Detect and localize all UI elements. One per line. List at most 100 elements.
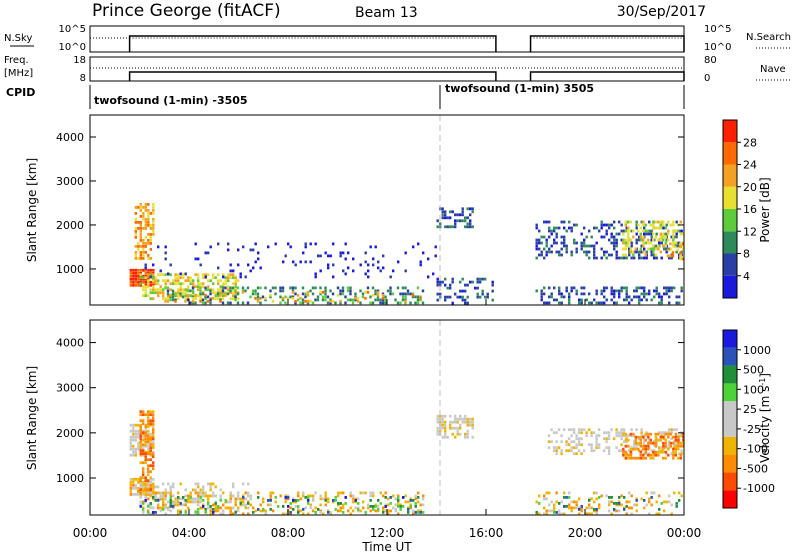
data-cell	[625, 434, 628, 438]
data-cell	[149, 494, 152, 498]
data-cell	[598, 229, 601, 233]
data-cell	[149, 441, 152, 445]
data-cell	[407, 508, 410, 511]
data-cell	[570, 253, 573, 257]
data-cell	[234, 289, 237, 293]
data-cell	[667, 229, 670, 233]
data-cell	[132, 481, 135, 484]
data-cell	[274, 242, 277, 246]
data-cell	[538, 253, 541, 257]
data-cell	[681, 242, 685, 246]
data-cell	[555, 226, 558, 230]
data-cell	[563, 505, 566, 508]
velocity-scatter	[129, 410, 685, 516]
data-cell	[629, 432, 632, 436]
data-cell	[491, 298, 494, 302]
data-cell	[639, 438, 642, 442]
data-cell	[565, 286, 568, 290]
data-cell	[282, 260, 285, 264]
data-cell	[620, 238, 623, 242]
data-cell	[157, 279, 160, 283]
data-cell	[535, 500, 538, 504]
data-cell	[664, 235, 667, 239]
data-cell	[154, 494, 157, 498]
data-cell	[284, 512, 287, 516]
data-cell	[312, 497, 315, 501]
data-cell	[570, 286, 573, 290]
data-cell	[665, 289, 668, 293]
data-cell	[575, 503, 578, 507]
data-cell	[673, 286, 676, 290]
data-cell	[600, 226, 603, 230]
data-cell	[427, 257, 430, 261]
power-ylabel: Slant Range [km]	[25, 158, 39, 262]
data-cell	[189, 294, 192, 298]
data-cell	[189, 500, 192, 504]
data-cell	[212, 288, 215, 292]
data-cell	[319, 511, 322, 514]
data-cell	[152, 437, 155, 441]
data-cell	[149, 227, 152, 230]
data-cell	[634, 456, 637, 460]
data-cell	[553, 506, 556, 510]
data-cell	[535, 511, 538, 514]
data-cell	[449, 426, 452, 430]
data-cell	[144, 425, 147, 429]
data-cell	[224, 293, 227, 297]
data-cell	[660, 449, 663, 453]
data-cell	[558, 512, 561, 516]
data-cell	[134, 274, 137, 278]
data-cell	[344, 272, 347, 276]
data-cell	[439, 426, 442, 430]
data-cell	[324, 286, 327, 290]
data-cell	[164, 273, 167, 277]
data-cell	[277, 505, 280, 508]
data-cell	[662, 244, 665, 248]
data-cell	[575, 443, 578, 447]
data-cell	[397, 505, 400, 508]
data-cell	[580, 247, 583, 251]
data-cell	[144, 266, 147, 270]
data-cell	[152, 288, 155, 292]
data-cell	[172, 505, 175, 508]
data-cell	[627, 220, 630, 224]
data-cell	[563, 226, 566, 230]
y-tick-label: 3000	[56, 175, 84, 188]
power-colorbar-label: Power [dB]	[758, 177, 772, 242]
data-cell	[654, 220, 657, 224]
data-cell	[608, 500, 611, 504]
freq-unit-label: [MHz]	[4, 68, 33, 79]
data-cell	[147, 209, 150, 212]
data-cell	[132, 432, 135, 436]
data-cell	[642, 220, 645, 224]
data-cell	[139, 505, 142, 508]
data-cell	[139, 493, 142, 496]
colorbar-tick-label: 16	[743, 203, 757, 216]
data-cell	[164, 491, 167, 495]
data-cell	[142, 508, 145, 511]
data-cell	[157, 282, 160, 286]
data-cell	[657, 244, 660, 248]
data-cell	[164, 251, 167, 255]
data-cell	[169, 282, 172, 286]
data-cell	[257, 496, 260, 499]
data-cell	[674, 229, 677, 233]
data-cell	[555, 241, 558, 245]
data-cell	[137, 283, 140, 287]
data-cell	[540, 235, 543, 239]
data-cell	[222, 282, 225, 286]
data-cell	[654, 247, 657, 251]
data-cell	[242, 512, 245, 516]
data-cell	[615, 250, 618, 254]
data-cell	[134, 447, 137, 451]
data-cell	[409, 499, 412, 502]
data-cell	[679, 257, 682, 261]
data-cell	[314, 512, 317, 516]
data-cell	[139, 273, 142, 277]
data-cell	[446, 286, 449, 290]
data-cell	[603, 295, 606, 299]
data-cell	[610, 289, 613, 293]
data-cell	[199, 294, 202, 298]
data-cell	[194, 285, 197, 289]
data-cell	[427, 275, 430, 279]
